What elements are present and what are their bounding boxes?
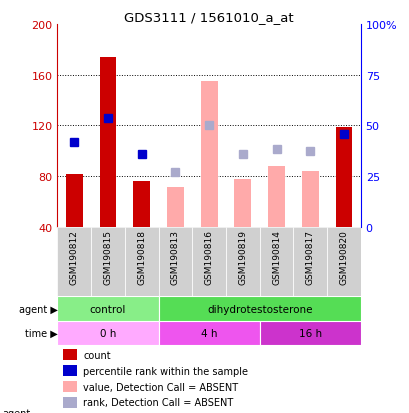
- Text: GSM190818: GSM190818: [137, 229, 146, 284]
- Bar: [259, 321, 360, 345]
- Title: GDS3111 / 1561010_a_at: GDS3111 / 1561010_a_at: [124, 11, 293, 24]
- Bar: [200, 82, 217, 227]
- Text: 4 h: 4 h: [200, 328, 217, 338]
- Bar: [267, 166, 284, 227]
- Text: percentile rank within the sample: percentile rank within the sample: [83, 366, 247, 376]
- Bar: [192, 227, 225, 297]
- Bar: [66, 174, 83, 227]
- Bar: [326, 227, 360, 297]
- Bar: [234, 179, 251, 227]
- Text: agent: agent: [2, 408, 30, 413]
- Text: GSM190819: GSM190819: [238, 229, 247, 284]
- Bar: [301, 171, 318, 227]
- Bar: [57, 321, 158, 345]
- Bar: [63, 381, 77, 392]
- Bar: [63, 365, 77, 376]
- Text: GSM190815: GSM190815: [103, 229, 112, 284]
- Bar: [158, 227, 192, 297]
- Bar: [124, 227, 158, 297]
- Text: count: count: [83, 350, 110, 360]
- Bar: [259, 227, 293, 297]
- Text: control: control: [90, 304, 126, 314]
- Bar: [225, 227, 259, 297]
- Bar: [335, 127, 351, 227]
- Text: GSM190812: GSM190812: [70, 229, 79, 284]
- Bar: [57, 227, 91, 297]
- Bar: [133, 182, 150, 227]
- Bar: [158, 297, 360, 321]
- Bar: [63, 349, 77, 361]
- Bar: [166, 188, 183, 227]
- Bar: [63, 397, 77, 408]
- Text: 0 h: 0 h: [99, 328, 116, 338]
- Bar: [99, 58, 116, 227]
- Text: time ▶: time ▶: [25, 328, 57, 338]
- Bar: [91, 227, 124, 297]
- Text: agent ▶: agent ▶: [18, 304, 57, 314]
- Text: rank, Detection Call = ABSENT: rank, Detection Call = ABSENT: [83, 398, 233, 408]
- Text: GSM190820: GSM190820: [339, 229, 348, 284]
- Text: GSM190817: GSM190817: [305, 229, 314, 284]
- Text: GSM190816: GSM190816: [204, 229, 213, 284]
- Text: GSM190813: GSM190813: [171, 229, 180, 284]
- Text: value, Detection Call = ABSENT: value, Detection Call = ABSENT: [83, 382, 238, 392]
- Bar: [293, 227, 326, 297]
- Text: 16 h: 16 h: [298, 328, 321, 338]
- Text: dihydrotestosterone: dihydrotestosterone: [207, 304, 312, 314]
- Text: GSM190814: GSM190814: [271, 229, 280, 284]
- Bar: [158, 321, 259, 345]
- Bar: [57, 297, 158, 321]
